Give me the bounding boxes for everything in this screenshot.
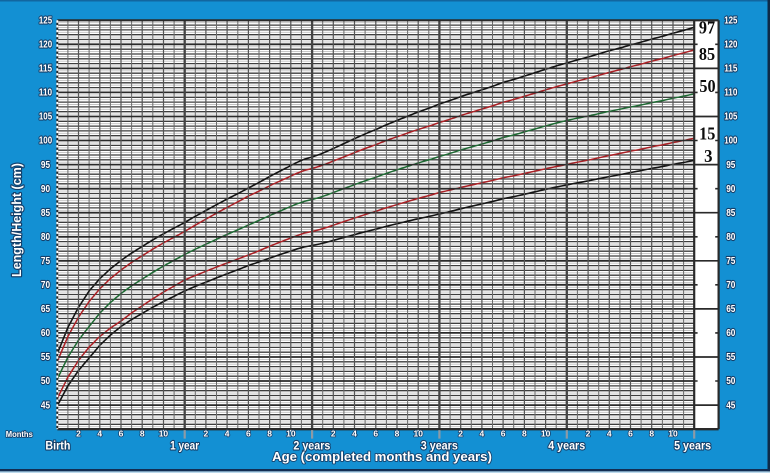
svg-text:85: 85 [726,208,736,219]
svg-text:10: 10 [541,428,551,438]
svg-text:50: 50 [699,76,715,96]
svg-text:45: 45 [726,400,736,411]
svg-text:Length/Height (cm): Length/Height (cm) [10,163,24,277]
svg-text:100: 100 [39,136,53,147]
svg-text:100: 100 [724,136,738,147]
svg-text:75: 75 [726,256,736,267]
svg-text:95: 95 [726,160,736,171]
svg-text:80: 80 [41,232,51,243]
svg-text:4: 4 [352,428,357,438]
svg-text:2: 2 [458,428,463,438]
svg-text:1 year: 1 year [170,438,199,452]
svg-text:115: 115 [39,64,53,75]
svg-text:8: 8 [649,428,654,438]
svg-text:110: 110 [724,88,738,99]
svg-text:85: 85 [41,208,51,219]
svg-text:6: 6 [501,428,506,438]
svg-text:50: 50 [41,376,51,387]
svg-text:4: 4 [480,428,485,438]
svg-text:4: 4 [97,428,102,438]
svg-text:125: 125 [39,16,53,27]
svg-text:6: 6 [246,428,251,438]
svg-text:2: 2 [204,428,209,438]
svg-text:8: 8 [522,428,527,438]
svg-text:110: 110 [39,88,53,99]
svg-text:97: 97 [699,18,715,38]
svg-text:15: 15 [699,124,715,144]
svg-text:75: 75 [41,256,51,267]
svg-text:10: 10 [668,428,678,438]
svg-text:105: 105 [724,112,738,123]
svg-text:10: 10 [413,428,423,438]
svg-text:Months: Months [6,429,33,439]
svg-text:3 years: 3 years [421,438,458,452]
svg-text:2: 2 [586,428,591,438]
svg-text:Age (completed months and year: Age (completed months and years) [272,449,492,464]
svg-text:60: 60 [726,328,736,339]
svg-text:90: 90 [726,184,736,195]
svg-text:8: 8 [395,428,400,438]
svg-text:3: 3 [704,146,712,166]
svg-text:6: 6 [119,428,124,438]
svg-text:5 years: 5 years [674,438,711,452]
svg-text:65: 65 [726,304,736,315]
svg-text:2: 2 [331,428,336,438]
svg-text:85: 85 [699,44,715,64]
svg-text:45: 45 [41,400,51,411]
svg-text:60: 60 [41,328,51,339]
svg-text:6: 6 [373,428,378,438]
svg-text:115: 115 [724,64,738,75]
svg-text:125: 125 [724,16,738,27]
svg-text:55: 55 [41,352,51,363]
svg-text:2 years: 2 years [293,438,330,452]
svg-text:120: 120 [39,40,53,51]
svg-text:80: 80 [726,232,736,243]
svg-text:8: 8 [267,428,272,438]
svg-text:55: 55 [726,352,736,363]
svg-text:2: 2 [76,428,81,438]
svg-text:Birth: Birth [45,438,70,452]
svg-text:65: 65 [41,304,51,315]
svg-text:90: 90 [41,184,51,195]
svg-text:8: 8 [140,428,145,438]
svg-text:70: 70 [726,280,736,291]
svg-text:4: 4 [607,428,612,438]
svg-text:105: 105 [39,112,53,123]
svg-text:4: 4 [225,428,230,438]
svg-text:4 years: 4 years [548,438,585,452]
svg-text:10: 10 [286,428,296,438]
svg-text:10: 10 [159,428,169,438]
svg-text:50: 50 [726,376,736,387]
svg-text:6: 6 [628,428,633,438]
svg-text:95: 95 [41,160,51,171]
svg-text:70: 70 [41,280,51,291]
svg-text:120: 120 [724,40,738,51]
